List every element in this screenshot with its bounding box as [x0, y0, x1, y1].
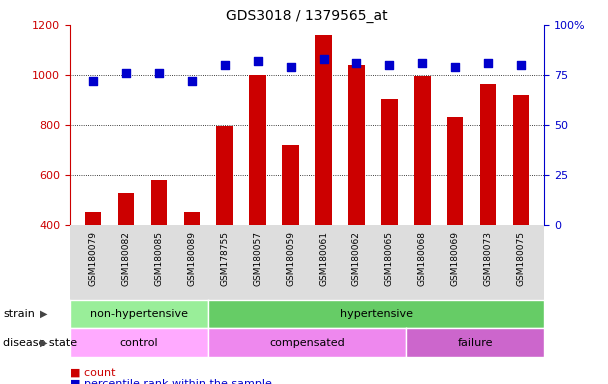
Point [483, 60, 493, 66]
Text: GSM180073: GSM180073 [484, 231, 492, 286]
Text: GSM180082: GSM180082 [122, 231, 130, 286]
Bar [118, 194, 134, 225]
Bar [85, 212, 101, 225]
Text: GSM180089: GSM180089 [187, 231, 196, 286]
Point [220, 62, 230, 68]
Text: non-hypertensive: non-hypertensive [90, 309, 188, 319]
Bar [348, 65, 365, 225]
Text: GSM180069: GSM180069 [451, 231, 460, 286]
Bar [151, 180, 167, 225]
Text: GSM180068: GSM180068 [418, 231, 427, 286]
Point [516, 62, 526, 68]
Point [286, 64, 295, 70]
Text: GSM180062: GSM180062 [352, 231, 361, 286]
Text: GSM180075: GSM180075 [517, 231, 525, 286]
Text: GSM180059: GSM180059 [286, 231, 295, 286]
Text: GSM180057: GSM180057 [253, 231, 262, 286]
Title: GDS3018 / 1379565_at: GDS3018 / 1379565_at [226, 8, 388, 23]
Text: ■ count: ■ count [70, 367, 116, 377]
Bar [184, 212, 200, 225]
Text: disease state: disease state [3, 338, 77, 348]
Text: ■ percentile rank within the sample: ■ percentile rank within the sample [70, 379, 272, 384]
Bar [447, 118, 463, 225]
Bar [316, 35, 332, 225]
Point [418, 60, 427, 66]
Text: strain: strain [3, 309, 35, 319]
Point [154, 70, 164, 76]
Text: GSM180061: GSM180061 [319, 231, 328, 286]
Text: control: control [120, 338, 159, 348]
Point [121, 70, 131, 76]
Point [384, 62, 394, 68]
Bar [282, 145, 299, 225]
Point [253, 58, 263, 64]
Point [451, 64, 460, 70]
Bar [216, 126, 233, 225]
Bar [381, 99, 398, 225]
Text: GSM180065: GSM180065 [385, 231, 394, 286]
Text: ▶: ▶ [40, 338, 47, 348]
Text: GSM180085: GSM180085 [154, 231, 164, 286]
Point [319, 56, 328, 62]
Text: failure: failure [457, 338, 492, 348]
Text: GSM180079: GSM180079 [89, 231, 97, 286]
Point [88, 78, 98, 84]
Bar [249, 75, 266, 225]
Text: compensated: compensated [269, 338, 345, 348]
Text: hypertensive: hypertensive [340, 309, 413, 319]
Point [351, 60, 361, 66]
Text: GSM178755: GSM178755 [220, 231, 229, 286]
Point [187, 78, 196, 84]
Bar [480, 84, 496, 225]
Bar [414, 76, 430, 225]
Text: ▶: ▶ [40, 309, 47, 319]
Bar [513, 95, 530, 225]
